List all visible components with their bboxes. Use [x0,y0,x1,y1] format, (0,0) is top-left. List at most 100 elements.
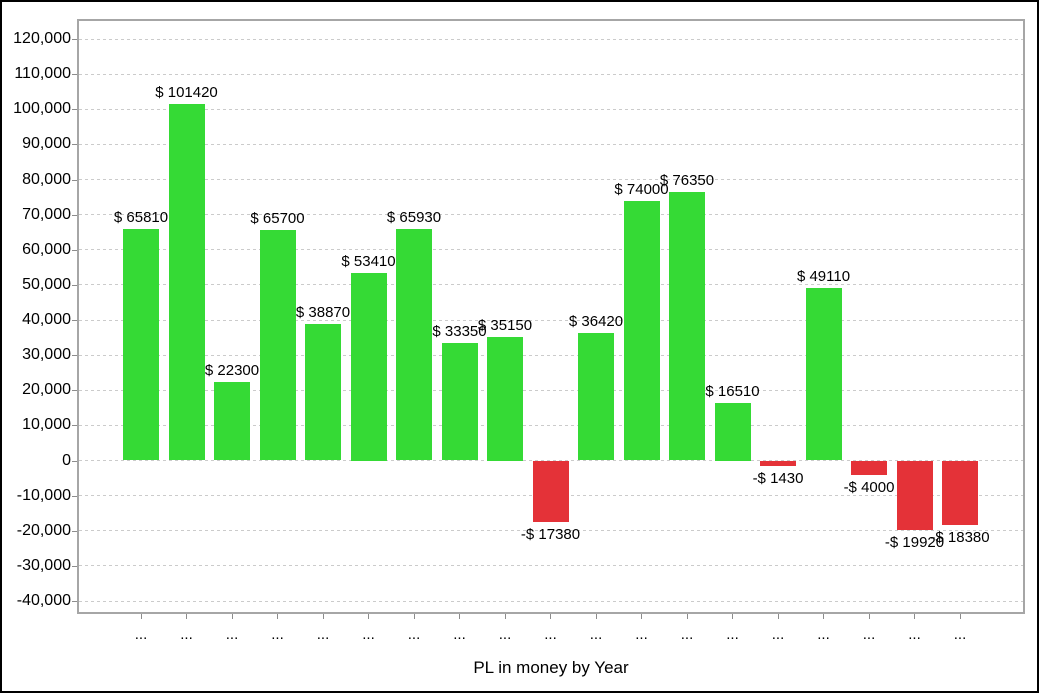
y-axis-tick-label: 100,000 [13,100,71,118]
bar-value-label: $ 53410 [341,252,396,270]
y-axis-tick [72,39,77,41]
x-axis-tick [641,614,642,619]
y-axis-tick [72,249,77,251]
y-axis-tick-label: 120,000 [13,30,71,48]
gridline [79,565,1023,567]
y-axis-tick-label: 90,000 [22,135,71,153]
y-axis-tick [72,495,77,497]
y-axis-tick [72,284,77,286]
bar-positive [623,200,660,461]
x-category-label: ... [407,626,421,643]
y-axis-tick-label: 10,000 [22,416,71,434]
bar-positive [805,288,842,461]
x-category-label: ... [544,626,557,643]
plot-area: $ 65810 $ 101420 $ 22300 $ 65700 $ 38870 $ 53… [77,19,1025,614]
bar-value-label: $ 65930 [386,208,442,226]
x-category-label: ... [225,626,239,643]
x-category-label: ... [726,626,739,643]
y-axis-tick-label: -40,000 [16,592,71,609]
bar-value-label: $ 16510 [705,382,760,400]
bar-value-label: $ 22300 [204,362,260,380]
y-axis-tick [72,109,77,111]
gridline [79,424,1023,426]
bar-negative [942,460,978,526]
gridline [79,38,1023,40]
x-category-label: ... [453,626,466,643]
x-category-label: ... [771,626,785,643]
x-category-label: ... [680,626,694,643]
y-axis-tick-label: 110,000 [14,65,71,83]
bar-value-label: $ 76350 [659,172,715,190]
x-category-label: ... [180,626,193,643]
y-axis-tick [72,179,77,181]
bar-negative [851,460,887,475]
x-axis-tick [231,614,233,619]
gridline [79,530,1023,532]
gridline [79,108,1023,110]
y-axis-tick [72,355,77,357]
bar-value-label: $ 65700 [250,209,305,227]
x-axis-tick [777,614,779,619]
bar-value-label: -$ 4000 [843,478,895,496]
x-category-label: ... [862,626,876,643]
y-axis-tick [72,530,77,532]
x-category-label: ... [817,626,830,643]
y-axis-tick-label: 20,000 [22,381,71,399]
x-axis-title: PL in money by Year [473,658,629,677]
x-category-label: ... [908,626,921,643]
bar-positive [578,332,614,461]
x-axis-tick [868,614,870,619]
y-axis-tick-label: -20,000 [16,521,71,539]
y-axis-tick-label: 40,000 [22,311,71,328]
gridline [79,143,1023,145]
gridline [79,179,1023,181]
bar-value-label: $ 49110 [796,268,851,285]
bar-value-label: $ 36420 [568,312,624,330]
bar-value-label: $ 65810 [113,209,169,227]
gridline [79,73,1023,75]
y-axis-tick [72,214,77,216]
bar-negative [896,460,933,531]
bar-value-label: -$ 17380 [520,525,581,543]
bar-positive [305,323,341,461]
bar-negative [760,460,796,466]
gridline [79,284,1023,286]
bar-positive [669,192,705,461]
gridline [79,249,1023,251]
y-axis-tick [72,74,77,76]
gridline [79,389,1023,391]
bar-positive [487,337,523,461]
x-axis-tick [186,614,187,619]
y-axis-tick-label: -30,000 [16,556,71,574]
bar-value-label: -$ 1430 [752,469,804,487]
x-axis-tick [277,614,278,619]
x-axis-tick [413,614,415,619]
y-axis-tick-label: -10,000 [16,486,71,504]
y-axis-tick [72,601,77,602]
x-category-label: ... [635,626,648,643]
bar-positive [214,382,250,461]
bar-value-label: $ 33350 [432,323,487,341]
bar-positive [259,229,296,461]
y-axis-tick-label: 60,000 [22,240,71,258]
x-axis-tick [140,614,142,619]
bar-positive [123,229,159,461]
bar-negative [532,460,569,522]
y-axis-tick-label: 30,000 [22,346,71,364]
y-axis-tick [72,565,77,567]
x-category-label: ... [953,626,967,643]
y-axis-tick [72,425,77,427]
y-axis-tick [72,390,77,392]
bar-positive [350,272,387,461]
bar-value-label: $ 38870 [295,303,351,321]
x-axis-tick [959,614,961,619]
x-category-label: ... [589,626,603,643]
gridline [79,214,1023,216]
x-axis-tick [504,614,506,619]
y-axis-tick-label: 50,000 [22,275,71,293]
x-axis-tick [732,614,733,619]
bar-positive [441,343,478,461]
x-category-label: ... [271,626,284,643]
bar-value-label: $ 101420 [155,84,218,102]
